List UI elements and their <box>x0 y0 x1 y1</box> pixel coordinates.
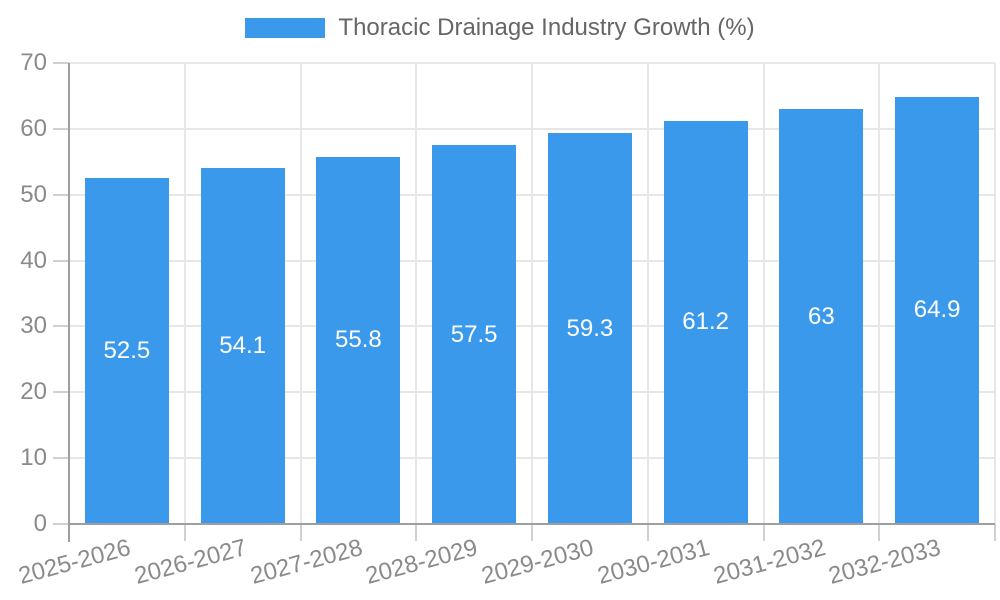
x-gridline <box>762 63 765 524</box>
y-tick <box>53 325 69 328</box>
x-gridline <box>878 63 881 524</box>
x-tick-label: 2027-2028 <box>247 534 366 590</box>
bar <box>547 133 632 524</box>
x-tick <box>183 524 186 541</box>
bar <box>895 96 980 524</box>
y-tick-label: 10 <box>20 444 47 472</box>
y-tick <box>53 127 69 130</box>
y-tick-label: 30 <box>20 312 47 340</box>
bar-value-label: 59.3 <box>566 314 614 342</box>
x-gridline <box>299 63 302 524</box>
bar-value-label: 54.1 <box>219 331 266 359</box>
x-tick <box>415 524 418 541</box>
y-tick-label: 60 <box>20 114 47 142</box>
legend-label: Thoracic Drainage Industry Growth (%) <box>338 14 755 41</box>
y-tick <box>53 523 69 525</box>
legend-swatch <box>245 18 326 38</box>
x-gridline <box>183 63 186 524</box>
bar-value-label: 52.5 <box>103 337 151 365</box>
x-tick <box>762 524 765 541</box>
x-tick-label: 2029-2030 <box>478 534 597 590</box>
bar-value-label: 55.8 <box>335 326 382 354</box>
x-gridline <box>994 63 996 524</box>
x-tick <box>299 524 302 541</box>
y-tick-label: 40 <box>20 246 47 274</box>
y-tick-label: 70 <box>20 49 47 76</box>
chart-legend: Thoracic Drainage Industry Growth (%) <box>0 14 1000 42</box>
x-tick <box>878 524 881 541</box>
x-tick-label: 2031-2032 <box>710 534 829 590</box>
y-tick <box>53 391 69 394</box>
x-tick-label: 2026-2027 <box>131 534 250 590</box>
x-tick-label: 2032-2033 <box>825 534 944 590</box>
bar-value-label: 57.5 <box>450 320 498 348</box>
bar <box>779 109 864 524</box>
bar-value-label: 64.9 <box>913 296 961 324</box>
x-gridline <box>646 63 649 524</box>
y-tick-label: 50 <box>20 180 47 208</box>
y-tick <box>53 259 69 262</box>
x-axis-line <box>68 523 995 525</box>
bar <box>316 156 401 524</box>
bar-value-label: 63 <box>808 302 835 330</box>
x-tick-label: 2030-2031 <box>594 534 713 590</box>
y-tick <box>53 457 69 460</box>
y-tick <box>53 62 69 64</box>
y-axis-line <box>68 63 70 542</box>
bar <box>84 178 169 524</box>
x-tick-label: 2028-2029 <box>362 534 481 590</box>
bar <box>200 167 285 524</box>
bar-value-label: 61.2 <box>682 308 729 336</box>
bar <box>432 145 517 524</box>
x-tick <box>646 524 649 541</box>
bar <box>663 120 748 524</box>
legend-item[interactable]: Thoracic Drainage Industry Growth (%) <box>245 14 755 42</box>
y-tick-label: 20 <box>20 378 47 406</box>
x-tick <box>994 524 996 541</box>
x-gridline <box>415 63 418 524</box>
x-tick <box>531 524 533 541</box>
x-gridline <box>531 63 533 524</box>
x-tick-label: 2025-2026 <box>15 534 134 590</box>
y-tick <box>53 193 69 196</box>
y-tick-label: 0 <box>33 510 47 537</box>
